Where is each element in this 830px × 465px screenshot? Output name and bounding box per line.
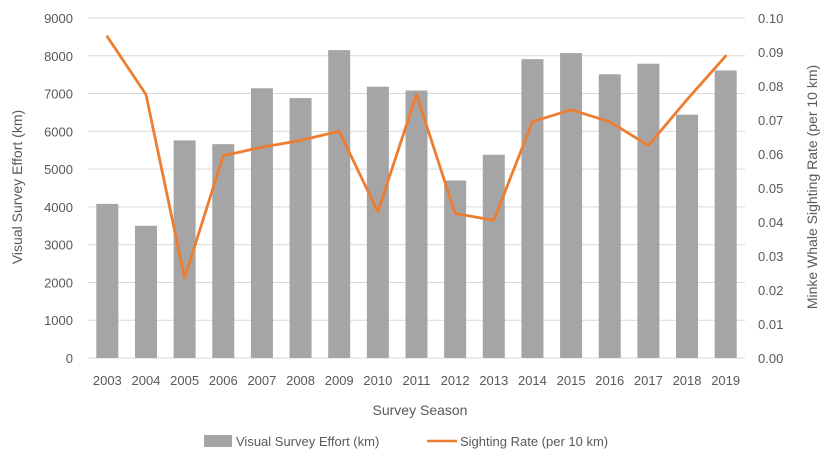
right-axis-title: Minke Whale Sighting Rate (per 10 km) bbox=[804, 65, 820, 309]
bar bbox=[289, 98, 312, 358]
left-tick-label: 5000 bbox=[44, 162, 73, 177]
bar bbox=[521, 59, 544, 359]
bar bbox=[676, 114, 699, 358]
x-tick-label: 2018 bbox=[673, 373, 702, 388]
bar bbox=[714, 70, 737, 358]
right-tick-label: 0.07 bbox=[758, 113, 783, 128]
x-axis-ticks: 2003 2004 2005 2006 2007 2008 2009 2010 2011 2012… bbox=[93, 373, 740, 388]
right-tick-label: 0.10 bbox=[758, 11, 783, 26]
x-tick-label: 2015 bbox=[557, 373, 586, 388]
x-tick-label: 2005 bbox=[170, 373, 199, 388]
x-tick-label: 2019 bbox=[711, 373, 740, 388]
x-axis-title: Survey Season bbox=[373, 402, 468, 418]
right-axis-ticks: 0.00 0.01 0.02 0.03 0.04 0.05 0.06 0.07 0.08 0.09… bbox=[758, 11, 783, 366]
x-tick-label: 2010 bbox=[363, 373, 392, 388]
right-tick-label: 0.02 bbox=[758, 283, 783, 298]
bar bbox=[212, 144, 235, 358]
right-tick-label: 0.09 bbox=[758, 45, 783, 60]
left-tick-label: 6000 bbox=[44, 124, 73, 139]
left-axis-ticks: 0 1000 2000 3000 4000 5000 6000 7000 8000 9000 bbox=[44, 11, 73, 366]
left-tick-label: 0 bbox=[66, 351, 73, 366]
right-tick-label: 0.04 bbox=[758, 215, 783, 230]
x-tick-label: 2012 bbox=[441, 373, 470, 388]
right-tick-label: 0.06 bbox=[758, 147, 783, 162]
bar bbox=[405, 90, 428, 359]
bar bbox=[444, 180, 467, 358]
legend-line-label: Sighting Rate (per 10 km) bbox=[460, 434, 608, 449]
bar bbox=[250, 88, 273, 359]
bar bbox=[134, 225, 157, 358]
left-tick-label: 2000 bbox=[44, 275, 73, 290]
x-tick-label: 2009 bbox=[325, 373, 354, 388]
right-tick-label: 0.08 bbox=[758, 79, 783, 94]
bar bbox=[328, 50, 351, 358]
legend: Visual Survey Effort (km) Sighting Rate … bbox=[204, 434, 608, 449]
legend-bar-label: Visual Survey Effort (km) bbox=[236, 434, 379, 449]
right-tick-label: 0.05 bbox=[758, 181, 783, 196]
bar bbox=[637, 63, 660, 358]
right-tick-label: 0.00 bbox=[758, 351, 783, 366]
bar bbox=[560, 53, 583, 359]
right-tick-label: 0.03 bbox=[758, 249, 783, 264]
left-tick-label: 1000 bbox=[44, 313, 73, 328]
bar bbox=[366, 86, 389, 358]
bar bbox=[598, 74, 621, 359]
left-tick-label: 4000 bbox=[44, 200, 73, 215]
x-tick-label: 2011 bbox=[403, 373, 431, 388]
legend-bar-swatch bbox=[204, 435, 232, 447]
bar bbox=[482, 154, 505, 358]
right-tick-label: 0.01 bbox=[758, 317, 783, 332]
x-tick-label: 2007 bbox=[247, 373, 276, 388]
left-tick-label: 8000 bbox=[44, 49, 73, 64]
x-tick-label: 2003 bbox=[93, 373, 122, 388]
x-tick-label: 2014 bbox=[518, 373, 547, 388]
left-axis-title: Visual Survey Effort (km) bbox=[9, 110, 25, 264]
left-tick-label: 3000 bbox=[44, 238, 73, 253]
line-series bbox=[105, 35, 728, 280]
bar bbox=[173, 140, 196, 358]
x-tick-label: 2016 bbox=[595, 373, 624, 388]
left-tick-label: 7000 bbox=[44, 87, 73, 102]
left-tick-label: 9000 bbox=[44, 11, 73, 26]
x-tick-label: 2013 bbox=[479, 373, 508, 388]
x-tick-label: 2008 bbox=[286, 373, 315, 388]
bar bbox=[96, 203, 119, 358]
x-tick-label: 2006 bbox=[209, 373, 238, 388]
x-tick-label: 2017 bbox=[634, 373, 663, 388]
x-tick-label: 2004 bbox=[132, 373, 161, 388]
